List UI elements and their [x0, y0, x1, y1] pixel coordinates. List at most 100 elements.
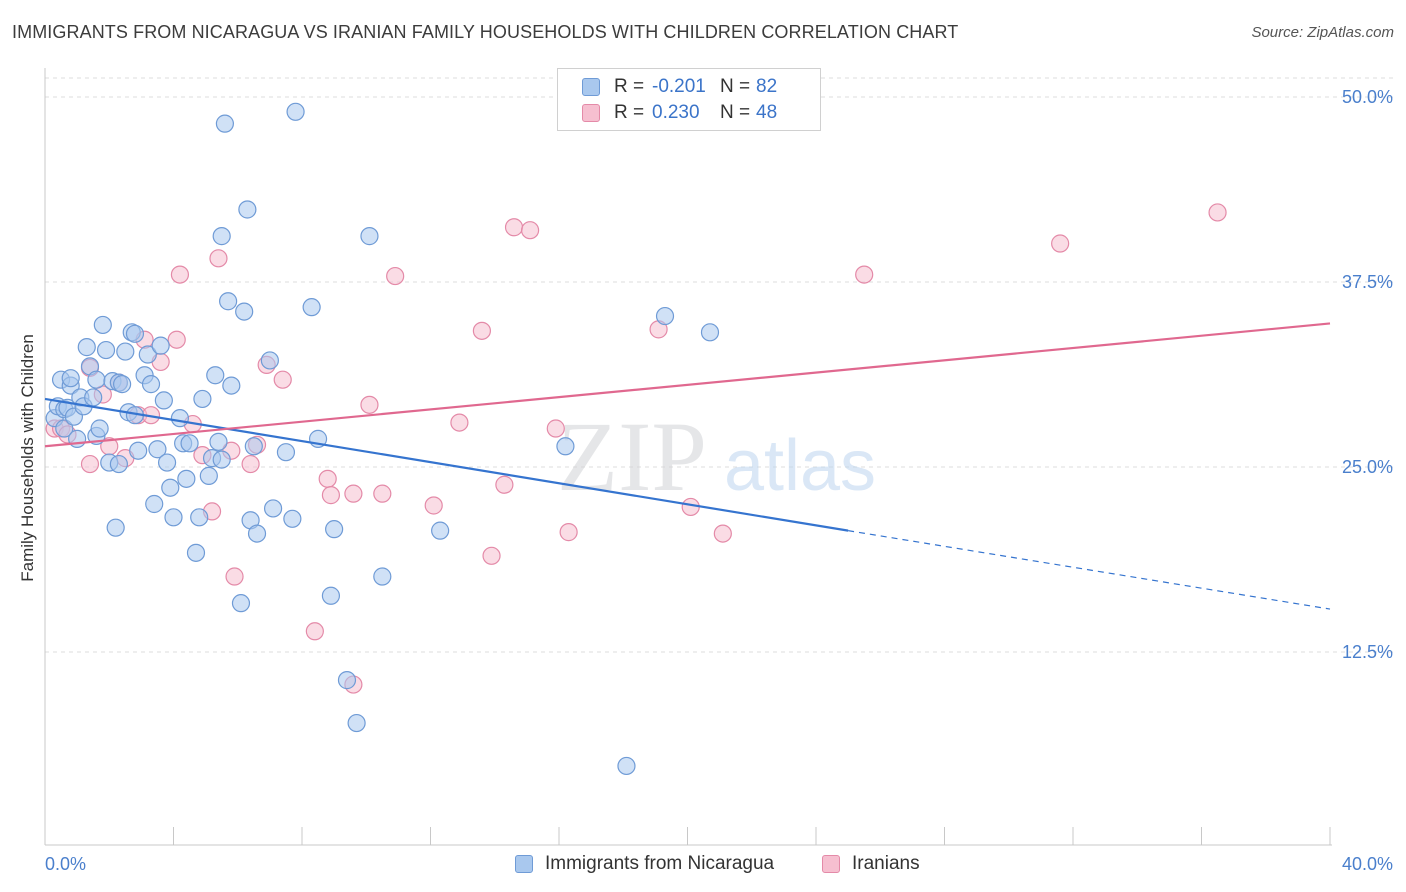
y-tick-label: 37.5% [1342, 272, 1393, 292]
nicaragua-point [231, 594, 251, 613]
iranians-point [681, 497, 700, 517]
nicaragua-point [222, 376, 241, 395]
nicaragua-point [90, 419, 109, 438]
nicaragua-point [138, 345, 157, 364]
nicaragua-point [247, 524, 267, 543]
watermark-zip: ZIP [557, 401, 707, 512]
iranians-point [209, 249, 228, 268]
y-tick-label: 12.5% [1342, 642, 1393, 662]
x-tick-label-min: 0.0% [45, 854, 86, 874]
n-value-iranians: 48 [756, 102, 778, 123]
legend-item-nicaragua[interactable]: Immigrants from Nicaragua [515, 853, 774, 875]
legend-label-nicaragua: Immigrants from Nicaragua [545, 853, 775, 874]
iranians-point [305, 622, 324, 641]
nicaragua-point [325, 520, 344, 539]
trend-lines [44, 322, 1331, 610]
iranians-point [241, 454, 260, 474]
nicaragua-point [199, 466, 218, 485]
chart-title: IMMIGRANTS FROM NICARAGUA VS IRANIAN FAM… [12, 22, 959, 42]
iranians-point [1208, 203, 1227, 222]
nicaragua-point [87, 370, 106, 389]
r-label: R = [614, 102, 645, 123]
nicaragua-point [431, 521, 450, 540]
watermark: ZIP atlas [557, 401, 876, 512]
nicaragua-point [61, 369, 80, 388]
watermark-atlas: atlas [724, 426, 876, 506]
stats-legend-row-nicaragua: R = -0.201 N = 82 [582, 76, 777, 98]
nicaragua-trend-line [44, 397, 849, 532]
nicaragua-point [212, 227, 231, 246]
nicaragua-point [193, 389, 212, 409]
iranians-swatch [582, 104, 600, 122]
iranians-point [504, 218, 524, 237]
nicaragua-point [209, 432, 228, 451]
nicaragua-point [260, 351, 279, 370]
nicaragua-point [700, 323, 720, 342]
iranians-point [546, 419, 565, 438]
y-tick-label: 50.0% [1342, 87, 1393, 107]
iranians-point [1051, 234, 1070, 253]
nicaragua-point [116, 342, 135, 361]
nicaragua-point [180, 434, 199, 453]
iranians-point [713, 524, 732, 543]
series-legend: Immigrants from Nicaragua Iranians [0, 853, 1406, 877]
n-label: N = [720, 102, 751, 123]
iranians-point [80, 454, 100, 474]
nicaragua-point [206, 366, 225, 385]
nicaragua-point [286, 102, 305, 121]
nicaragua-point [93, 315, 112, 335]
data-points [45, 102, 1227, 776]
nicaragua-point [154, 391, 173, 410]
iranians-point [855, 265, 874, 284]
n-label: N = [720, 76, 751, 97]
nicaragua-point [373, 567, 392, 586]
nicaragua-point [161, 478, 180, 497]
stats-legend-row-iranians: R = 0.230 N = 48 [582, 102, 777, 124]
nicaragua-point [212, 450, 231, 469]
nicaragua-swatch [582, 78, 600, 96]
nicaragua-point [219, 292, 238, 311]
n-value-nicaragua: 82 [756, 76, 778, 97]
iranians-trend-line [44, 322, 1331, 448]
nicaragua-point [106, 518, 125, 537]
nicaragua-point [360, 227, 379, 246]
nicaragua-point [655, 306, 675, 326]
nicaragua-point [244, 437, 263, 456]
legend-item-iranians[interactable]: Iranians [822, 853, 920, 875]
iranians-point [450, 413, 469, 432]
nicaragua-point [190, 508, 209, 527]
iranians-point [318, 469, 337, 488]
legend-label-iranians: Iranians [852, 853, 920, 874]
axes [44, 68, 1332, 846]
nicaragua-point [238, 200, 257, 219]
iranians-point [373, 484, 392, 503]
nicaragua-point [283, 509, 302, 528]
iranians-point [225, 567, 244, 586]
iranians-point [520, 221, 540, 240]
x-tick-label-max: 40.0% [1342, 854, 1393, 874]
gridlines [45, 77, 1393, 653]
nicaragua-point [77, 338, 96, 357]
iranians-point [386, 266, 405, 286]
legend-swatch-nicaragua [515, 855, 533, 873]
nicaragua-point [556, 437, 575, 456]
nicaragua-point [215, 114, 234, 133]
nicaragua-point [263, 499, 283, 518]
nicaragua-point [617, 756, 636, 776]
iranians-point [559, 523, 578, 542]
nicaragua-point [84, 388, 103, 407]
nicaragua-point [235, 302, 254, 321]
r-label: R = [614, 76, 645, 97]
iranians-point [321, 486, 341, 505]
nicaragua-point [96, 340, 116, 360]
iranians-point [273, 370, 292, 389]
iranians-point [482, 546, 501, 565]
nicaragua-point [109, 454, 128, 474]
legend-swatch-iranians [822, 855, 840, 873]
nicaragua-point [55, 419, 74, 438]
stats-legend: R = -0.201 N = 82 R = 0.230 N = 48 [557, 68, 821, 131]
r-value-iranians: 0.230 [652, 102, 700, 123]
nicaragua-point [337, 671, 357, 690]
iranians-point [170, 265, 190, 284]
